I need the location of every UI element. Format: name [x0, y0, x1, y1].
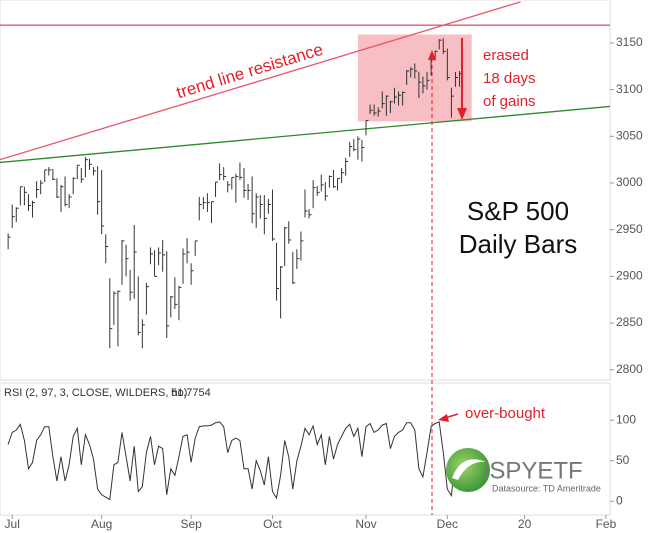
- y-tick-label: 3000: [616, 175, 643, 189]
- y-tick-label: 0: [616, 493, 623, 507]
- rsi-last-value: 51.7754: [171, 387, 211, 399]
- rsi-panel: [0, 382, 611, 516]
- y-tick-label: 3100: [616, 82, 643, 96]
- arrow-head: [457, 108, 467, 120]
- arrow-head: [438, 414, 449, 422]
- x-tick-label: Oct: [263, 517, 282, 531]
- y-tick-label: 3050: [616, 128, 643, 142]
- logo: iSPYETF Datasource: TD Ameritrade: [446, 448, 601, 493]
- annotation: erased: [483, 47, 529, 64]
- trend-line: [0, 1, 521, 161]
- chart-subtitle: Daily Bars: [459, 229, 577, 259]
- y-tick-label: 2900: [616, 269, 643, 283]
- logo-name: iSPYETF: [484, 457, 583, 484]
- logo-source: Datasource: TD Ameritrade: [492, 483, 601, 493]
- rsi-title: RSI (2, 97, 3, CLOSE, WILDERS, no): [4, 387, 187, 399]
- y-tick-label: 100: [616, 412, 636, 426]
- logo-mark: [446, 448, 490, 492]
- chart-title: S&P 500: [467, 196, 569, 226]
- annotation: 18 days: [483, 70, 536, 87]
- y-tick-label: 2800: [616, 362, 643, 376]
- annotation: over-bought: [465, 405, 546, 422]
- y-tick-label: 50: [616, 453, 630, 467]
- y-tick-label: 2950: [616, 222, 643, 236]
- logo-swirl: [452, 459, 486, 480]
- x-tick-label: Feb: [596, 517, 617, 531]
- trend-line: [0, 105, 610, 164]
- x-tick-label: Jul: [5, 517, 20, 531]
- y-tick-label: 2850: [616, 315, 643, 329]
- arrow-head: [428, 50, 436, 60]
- x-tick-label: Nov: [355, 517, 376, 531]
- rsi-line: [7, 421, 460, 501]
- x-tick-label: 20: [518, 517, 532, 531]
- x-tick-label: Dec: [437, 517, 458, 531]
- x-tick-label: Aug: [91, 517, 112, 531]
- y-tick-label: 3150: [616, 35, 643, 49]
- annotation: of gains: [483, 93, 536, 110]
- x-tick-label: Sep: [180, 517, 202, 531]
